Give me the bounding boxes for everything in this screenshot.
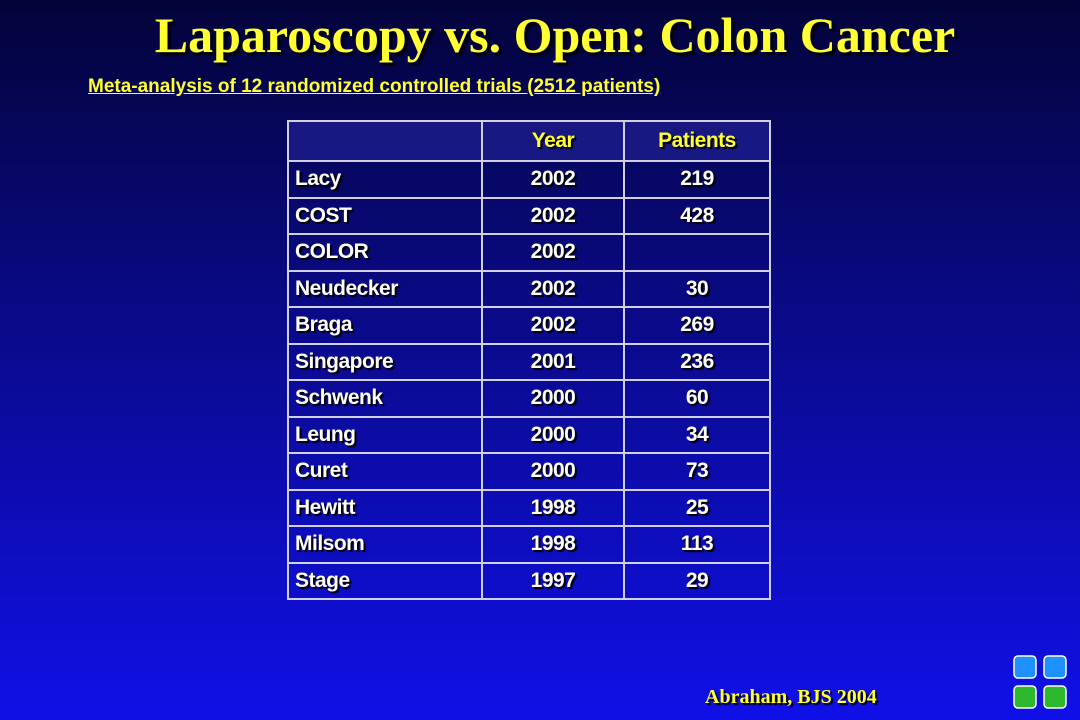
patients-cell: 269 (623, 306, 771, 345)
patients-cell: 73 (623, 452, 771, 491)
header-row: Year Patients (287, 120, 771, 162)
year-cell: 2002 (481, 196, 625, 235)
trial-name: Schwenk (287, 379, 483, 418)
trial-name: Stage (287, 561, 483, 600)
year-cell: 2000 (481, 379, 625, 418)
table-row: COLOR 2002 (287, 233, 771, 272)
table-body: Lacy 2002 219 COST 2002 428 COLOR 2002 Neudecker… (287, 160, 771, 600)
trial-name: Hewitt (287, 488, 483, 527)
logo-square (1013, 655, 1037, 679)
slide-title: Laparoscopy vs. Open: Colon Cancer (154, 7, 956, 63)
trial-name: COLOR (287, 233, 483, 272)
year-cell: 1998 (481, 525, 625, 564)
year-cell: 1998 (481, 488, 625, 527)
table-row: Hewitt 1998 25 (287, 488, 771, 527)
table-row: Curet 2000 73 (287, 452, 771, 491)
year-cell: 2001 (481, 342, 625, 381)
year-cell: 2000 (481, 415, 625, 454)
trial-name: Milsom (287, 525, 483, 564)
table-row: Neudecker 2002 30 (287, 269, 771, 308)
table-row: COST 2002 428 (287, 196, 771, 235)
slide-subtitle: Meta-analysis of 12 randomized controlle… (88, 76, 661, 97)
year-cell: 2000 (481, 452, 625, 491)
trial-name: Curet (287, 452, 483, 491)
patients-cell: 29 (623, 561, 771, 600)
trial-name: Singapore (287, 342, 483, 381)
logo-square (1043, 655, 1067, 679)
patients-cell: 428 (623, 196, 771, 235)
patients-cell: 30 (623, 269, 771, 308)
table-row: Braga 2002 269 (287, 306, 771, 345)
trial-name: Lacy (287, 160, 483, 199)
table-row: Milsom 1998 113 (287, 525, 771, 564)
table-row: Leung 2000 34 (287, 415, 771, 454)
column-header: Year (481, 120, 625, 162)
table-row: Stage 1997 29 (287, 561, 771, 600)
patients-cell (623, 233, 771, 272)
year-cell: 2002 (481, 306, 625, 345)
trials-table: Year Patients Lacy 2002 219 COST 2002 428 COLOR… (287, 120, 771, 600)
logo-square (1013, 685, 1037, 709)
logo (1013, 655, 1067, 709)
trial-name: COST (287, 196, 483, 235)
table-row: Singapore 2001 236 (287, 342, 771, 381)
citation: Abraham, BJS 2004 (705, 686, 877, 708)
trial-name: Neudecker (287, 269, 483, 308)
patients-cell: 25 (623, 488, 771, 527)
logo-square (1043, 685, 1067, 709)
patients-cell: 60 (623, 379, 771, 418)
year-cell: 2002 (481, 233, 625, 272)
table-head: Year Patients (287, 120, 771, 162)
patients-cell: 34 (623, 415, 771, 454)
table-row: Lacy 2002 219 (287, 160, 771, 199)
table-row: Schwenk 2000 60 (287, 379, 771, 418)
year-cell: 2002 (481, 160, 625, 199)
patients-cell: 236 (623, 342, 771, 381)
trial-name: Braga (287, 306, 483, 345)
year-cell: 1997 (481, 561, 625, 600)
patients-cell: 113 (623, 525, 771, 564)
trial-name: Leung (287, 415, 483, 454)
column-header: Patients (623, 120, 771, 162)
patients-cell: 219 (623, 160, 771, 199)
year-cell: 2002 (481, 269, 625, 308)
corner-cell (287, 120, 483, 162)
